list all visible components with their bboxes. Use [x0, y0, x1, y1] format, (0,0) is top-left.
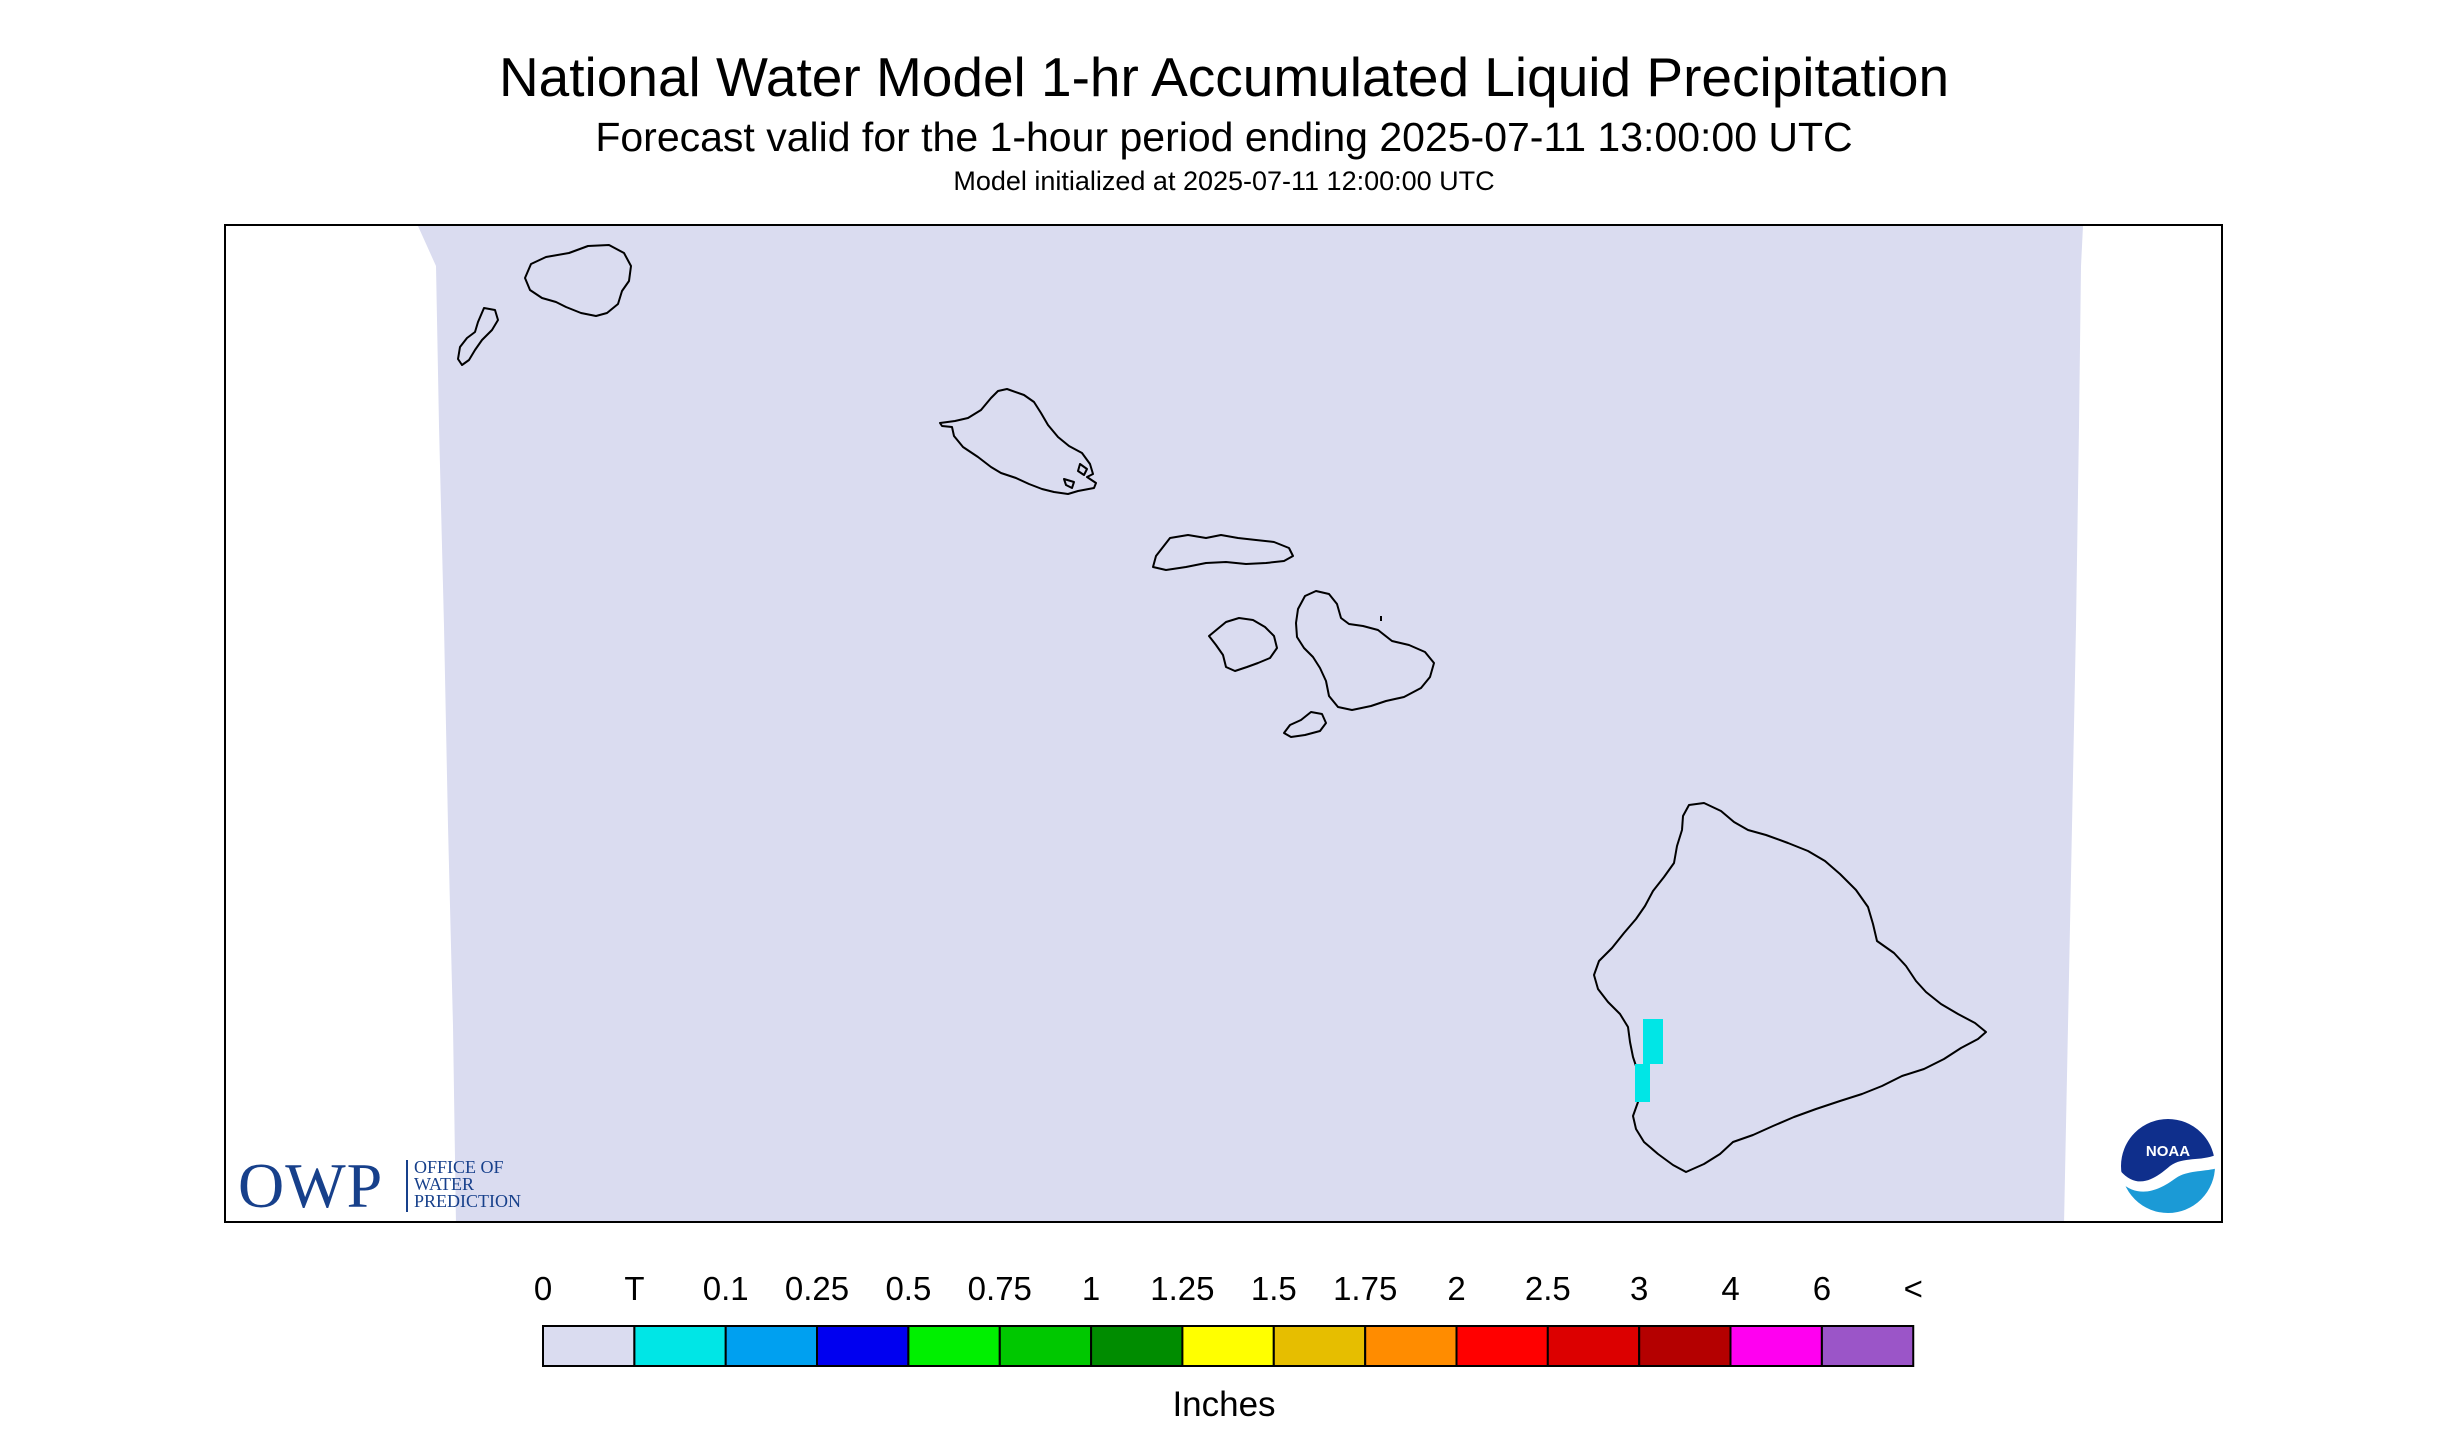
owp-line-3: PREDICTION [414, 1191, 521, 1211]
owp-separator [406, 1160, 408, 1212]
island-kahoolawe [1283, 711, 1327, 738]
colorbar-label-8: 1.5 [1251, 1270, 1297, 1307]
colorbar-swatch-4 [907, 1325, 1001, 1367]
colorbar-label-12: 3 [1630, 1270, 1648, 1307]
hawaii-map [418, 226, 2083, 1221]
colorbar-swatch-9 [1364, 1325, 1458, 1367]
colorbar-swatch-8 [1272, 1325, 1367, 1367]
colorbar-label-15: < [1904, 1270, 1923, 1307]
colorbar-label-0: 0 [534, 1270, 552, 1307]
island-hawaii [1593, 802, 1987, 1173]
colorbar-label-2: 0.1 [703, 1270, 749, 1307]
colorbar-swatch-5 [998, 1325, 1093, 1367]
island-molokai [1152, 534, 1294, 571]
island-maui [1295, 590, 1435, 711]
colorbar-label-6: 1 [1082, 1270, 1100, 1307]
colorbar-swatch-0 [542, 1325, 636, 1367]
map-title: National Water Model 1-hr Accumulated Li… [498, 46, 1950, 108]
noaa-logo: NOAA [2119, 1117, 2217, 1215]
owp-line-2: WATER [414, 1174, 474, 1194]
model-domain-background [418, 226, 2083, 1221]
colorbar-label-4: 0.5 [885, 1270, 931, 1307]
colorbar-swatch-3 [816, 1325, 910, 1367]
owp-acronym: OWP [238, 1150, 384, 1221]
colorbar-swatch-10 [1455, 1325, 1549, 1367]
colorbar-swatch-12 [1638, 1325, 1732, 1367]
pearl-harbor [1063, 463, 1088, 489]
noaa-logo-text: NOAA [2146, 1143, 2190, 1160]
precip-cell-trace-2 [1635, 1064, 1650, 1102]
owp-line-1: OFFICE OF [414, 1157, 504, 1177]
island-oahu [939, 388, 1097, 495]
owp-logo: OWP OFFICE OF WATER PREDICTION [238, 1150, 558, 1221]
colorbar-swatch-14 [1820, 1325, 1915, 1367]
island-kauai [524, 244, 632, 317]
colorbar-swatch-6 [1090, 1325, 1184, 1367]
colorbar-label-13: 4 [1721, 1270, 1739, 1307]
colorbar-label-9: 1.75 [1333, 1270, 1397, 1307]
colorbar-swatch-1 [633, 1325, 727, 1367]
precip-cells [1635, 1019, 1663, 1102]
colorbar-label-7: 1.25 [1150, 1270, 1214, 1307]
colorbar-swatch-13 [1729, 1325, 1823, 1367]
precip-colorbar: 0 T 0.1 0.25 0.5 0.75 1 1.25 1.5 1.75 2 2.5 3 4 6 < [534, 1270, 1923, 1367]
map-panel [224, 224, 2223, 1223]
colorbar-label-14: 6 [1813, 1270, 1831, 1307]
colorbar-label-1: T [624, 1270, 644, 1307]
precip-cell-trace-1 [1643, 1019, 1663, 1064]
island-lanai [1208, 616, 1382, 672]
legend-title: Inches [1172, 1385, 1276, 1424]
colorbar-swatch-2 [724, 1325, 819, 1367]
island-niihau [457, 307, 499, 366]
model-init-line: Model initialized at 2025-07-11 12:00:00… [953, 166, 1495, 196]
colorbar-label-5: 0.75 [968, 1270, 1032, 1307]
forecast-valid-subtitle: Forecast valid for the 1-hour period end… [595, 114, 1853, 160]
colorbar-label-11: 2.5 [1525, 1270, 1571, 1307]
colorbar-label-3: 0.25 [785, 1270, 849, 1307]
colorbar-swatch-11 [1546, 1325, 1641, 1367]
colorbar-label-10: 2 [1447, 1270, 1465, 1307]
colorbar-swatch-7 [1181, 1325, 1275, 1367]
